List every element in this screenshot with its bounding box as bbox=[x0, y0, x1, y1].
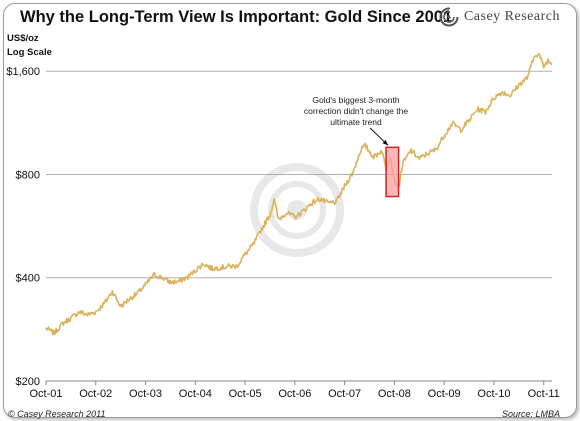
x-tick-label: Oct-09 bbox=[428, 388, 461, 400]
watermark-logo-icon bbox=[250, 163, 344, 257]
x-tick-label: Oct-01 bbox=[29, 388, 62, 400]
x-tick-label: Oct-04 bbox=[179, 388, 212, 400]
x-tick-label: Oct-02 bbox=[79, 388, 112, 400]
chart-frame bbox=[3, 3, 577, 418]
casey-research-logo: Casey Research bbox=[438, 7, 560, 27]
annotation-arrow-head-icon bbox=[382, 139, 389, 146]
annotation-line-1: Gold's biggest 3-month bbox=[312, 95, 400, 105]
y-tick-label: $1,600 bbox=[6, 66, 40, 78]
y-tick-label: $400 bbox=[16, 273, 40, 285]
x-tick-label: Oct-05 bbox=[229, 388, 262, 400]
x-tick-label: Oct-06 bbox=[278, 388, 311, 400]
source-note: Source: LMBA bbox=[501, 409, 560, 419]
copyright-note: © Casey Research 2011 bbox=[8, 409, 106, 419]
annotation-line-2: correction didn't change the bbox=[303, 106, 409, 116]
logo-text: Casey Research bbox=[463, 9, 560, 24]
x-tick-label: Oct-03 bbox=[129, 388, 162, 400]
logo-mark-icon bbox=[439, 7, 460, 27]
x-tick-label: Oct-07 bbox=[328, 388, 361, 400]
chart-title: Why the Long-Term View Is Important: Gol… bbox=[20, 8, 453, 26]
y-axis-label: US$/oz Log Scale bbox=[7, 32, 52, 60]
annotation-line-3: ultimate trend bbox=[330, 117, 382, 127]
annotation-text: Gold's biggest 3-month correction didn't… bbox=[300, 95, 412, 128]
y-tick-label: $200 bbox=[16, 376, 40, 388]
x-tick-label: Oct-10 bbox=[477, 388, 510, 400]
gold-price-line bbox=[45, 52, 553, 336]
y-axis-label-line-2: Log Scale bbox=[7, 47, 52, 58]
y-axis-label-line-1: US$/oz bbox=[7, 33, 39, 44]
x-tick-label: Oct-08 bbox=[378, 388, 411, 400]
correction-highlight-box bbox=[385, 146, 400, 198]
x-tick-label: Oct-11 bbox=[528, 388, 560, 400]
y-tick-label: $800 bbox=[16, 169, 40, 181]
